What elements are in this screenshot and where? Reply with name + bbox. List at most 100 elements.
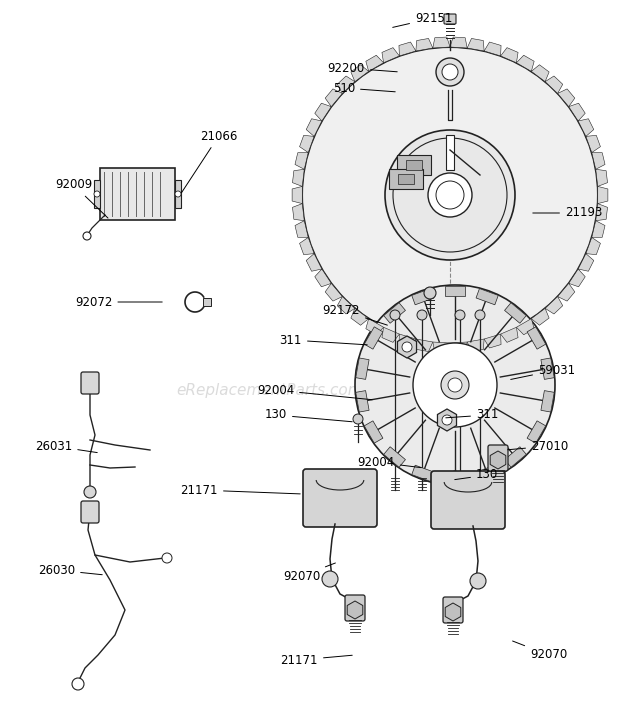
Polygon shape [366, 55, 384, 72]
Polygon shape [382, 328, 399, 343]
Text: 92172: 92172 [322, 304, 388, 325]
Circle shape [162, 553, 172, 563]
Polygon shape [293, 169, 304, 187]
Polygon shape [384, 303, 405, 323]
Polygon shape [596, 204, 608, 221]
Polygon shape [569, 269, 585, 287]
Bar [304, 490, 308, 506]
Polygon shape [527, 421, 546, 443]
Polygon shape [351, 309, 369, 325]
Bar [446, 135, 454, 170]
Polygon shape [500, 328, 518, 343]
Polygon shape [591, 153, 605, 169]
Text: 27010: 27010 [508, 440, 569, 453]
Polygon shape [399, 42, 416, 56]
Polygon shape [356, 358, 369, 380]
Text: 92004: 92004 [257, 383, 372, 400]
Bar [100, 168, 175, 220]
Bar [203, 298, 211, 306]
Polygon shape [356, 390, 369, 412]
Polygon shape [306, 119, 322, 137]
Polygon shape [591, 221, 605, 237]
Polygon shape [365, 327, 383, 349]
Polygon shape [531, 65, 549, 82]
FancyBboxPatch shape [81, 372, 99, 394]
FancyBboxPatch shape [303, 469, 377, 527]
Polygon shape [527, 327, 546, 349]
Polygon shape [299, 237, 314, 254]
FancyBboxPatch shape [81, 501, 99, 523]
Polygon shape [557, 89, 575, 106]
Text: 92070: 92070 [283, 563, 335, 583]
Circle shape [442, 415, 452, 425]
FancyBboxPatch shape [431, 471, 505, 529]
FancyBboxPatch shape [488, 445, 508, 471]
Text: 92072: 92072 [75, 296, 162, 309]
Bar [500, 492, 504, 508]
Bar [398, 174, 414, 184]
Polygon shape [484, 334, 501, 348]
Circle shape [450, 471, 460, 481]
Polygon shape [505, 447, 526, 467]
Circle shape [355, 285, 555, 485]
Circle shape [428, 173, 472, 217]
Polygon shape [505, 303, 526, 323]
Polygon shape [295, 153, 308, 169]
Polygon shape [500, 48, 518, 63]
Text: 92004: 92004 [358, 455, 421, 469]
Bar [175, 180, 181, 208]
Polygon shape [412, 288, 434, 305]
Polygon shape [545, 296, 563, 314]
Polygon shape [516, 55, 534, 72]
Text: 92009: 92009 [55, 179, 108, 218]
Bar [94, 180, 100, 208]
Circle shape [83, 232, 91, 240]
Polygon shape [416, 38, 433, 51]
Polygon shape [399, 334, 416, 348]
Polygon shape [416, 339, 433, 351]
Polygon shape [292, 187, 303, 204]
Text: 21193: 21193 [533, 207, 603, 220]
Circle shape [385, 130, 515, 260]
Circle shape [436, 181, 464, 209]
Polygon shape [366, 319, 384, 335]
Polygon shape [586, 237, 600, 254]
Circle shape [470, 573, 486, 589]
Polygon shape [484, 42, 501, 56]
Text: 92151: 92151 [392, 12, 453, 27]
Polygon shape [586, 135, 600, 153]
Polygon shape [337, 296, 355, 314]
Circle shape [475, 310, 485, 320]
Polygon shape [306, 254, 322, 271]
Circle shape [94, 191, 100, 197]
Polygon shape [578, 254, 594, 271]
Polygon shape [325, 89, 342, 106]
Polygon shape [598, 187, 608, 204]
Circle shape [413, 343, 497, 427]
FancyBboxPatch shape [389, 169, 423, 189]
Polygon shape [516, 319, 534, 335]
Circle shape [442, 64, 458, 80]
Polygon shape [295, 221, 308, 237]
Polygon shape [541, 358, 554, 380]
Polygon shape [365, 421, 383, 443]
Text: 130: 130 [265, 408, 352, 422]
Polygon shape [557, 283, 575, 301]
Polygon shape [382, 48, 399, 63]
Polygon shape [578, 119, 594, 137]
Polygon shape [325, 283, 342, 301]
Circle shape [441, 371, 469, 399]
Text: 311: 311 [446, 408, 498, 422]
Circle shape [302, 47, 598, 343]
Polygon shape [293, 204, 304, 221]
Circle shape [455, 310, 465, 320]
Circle shape [417, 310, 427, 320]
Text: 130: 130 [454, 469, 498, 482]
Text: 21066: 21066 [182, 129, 237, 192]
Polygon shape [445, 286, 465, 296]
Polygon shape [445, 474, 465, 484]
Bar [406, 160, 422, 170]
Circle shape [72, 678, 84, 690]
Polygon shape [315, 269, 331, 287]
Text: 59031: 59031 [511, 364, 575, 380]
